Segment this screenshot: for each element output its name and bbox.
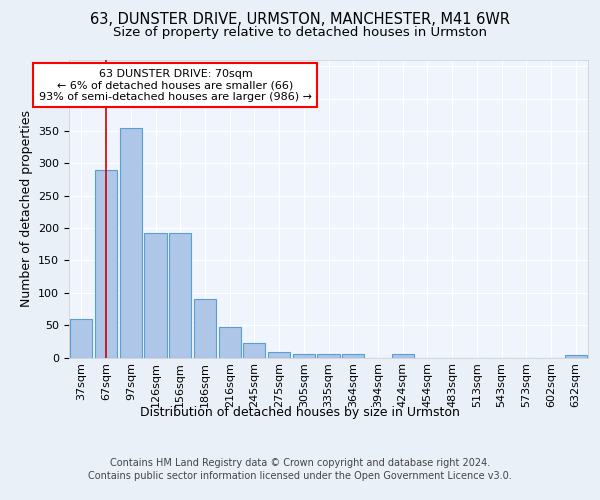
- Text: Contains HM Land Registry data © Crown copyright and database right 2024.: Contains HM Land Registry data © Crown c…: [110, 458, 490, 468]
- Bar: [119, 128, 142, 358]
- Text: Contains public sector information licensed under the Open Government Licence v3: Contains public sector information licen…: [88, 471, 512, 481]
- Bar: [145, 234, 167, 358]
- Text: 63, DUNSTER DRIVE, URMSTON, MANCHESTER, M41 6WR: 63, DUNSTER DRIVE, URMSTON, MANCHESTER, …: [90, 12, 510, 28]
- Y-axis label: Number of detached properties: Number of detached properties: [20, 110, 32, 307]
- Bar: [268, 352, 290, 358]
- Text: Distribution of detached houses by size in Urmston: Distribution of detached houses by size …: [140, 406, 460, 419]
- Bar: [565, 355, 587, 358]
- Bar: [70, 318, 92, 358]
- Bar: [243, 344, 265, 357]
- Bar: [169, 234, 191, 358]
- Bar: [293, 354, 315, 358]
- Text: 63 DUNSTER DRIVE: 70sqm
← 6% of detached houses are smaller (66)
93% of semi-det: 63 DUNSTER DRIVE: 70sqm ← 6% of detached…: [39, 68, 312, 102]
- Bar: [342, 354, 364, 358]
- Bar: [218, 327, 241, 358]
- Bar: [317, 354, 340, 358]
- Text: Size of property relative to detached houses in Urmston: Size of property relative to detached ho…: [113, 26, 487, 39]
- Bar: [95, 170, 117, 358]
- Bar: [392, 354, 414, 358]
- Bar: [194, 300, 216, 358]
